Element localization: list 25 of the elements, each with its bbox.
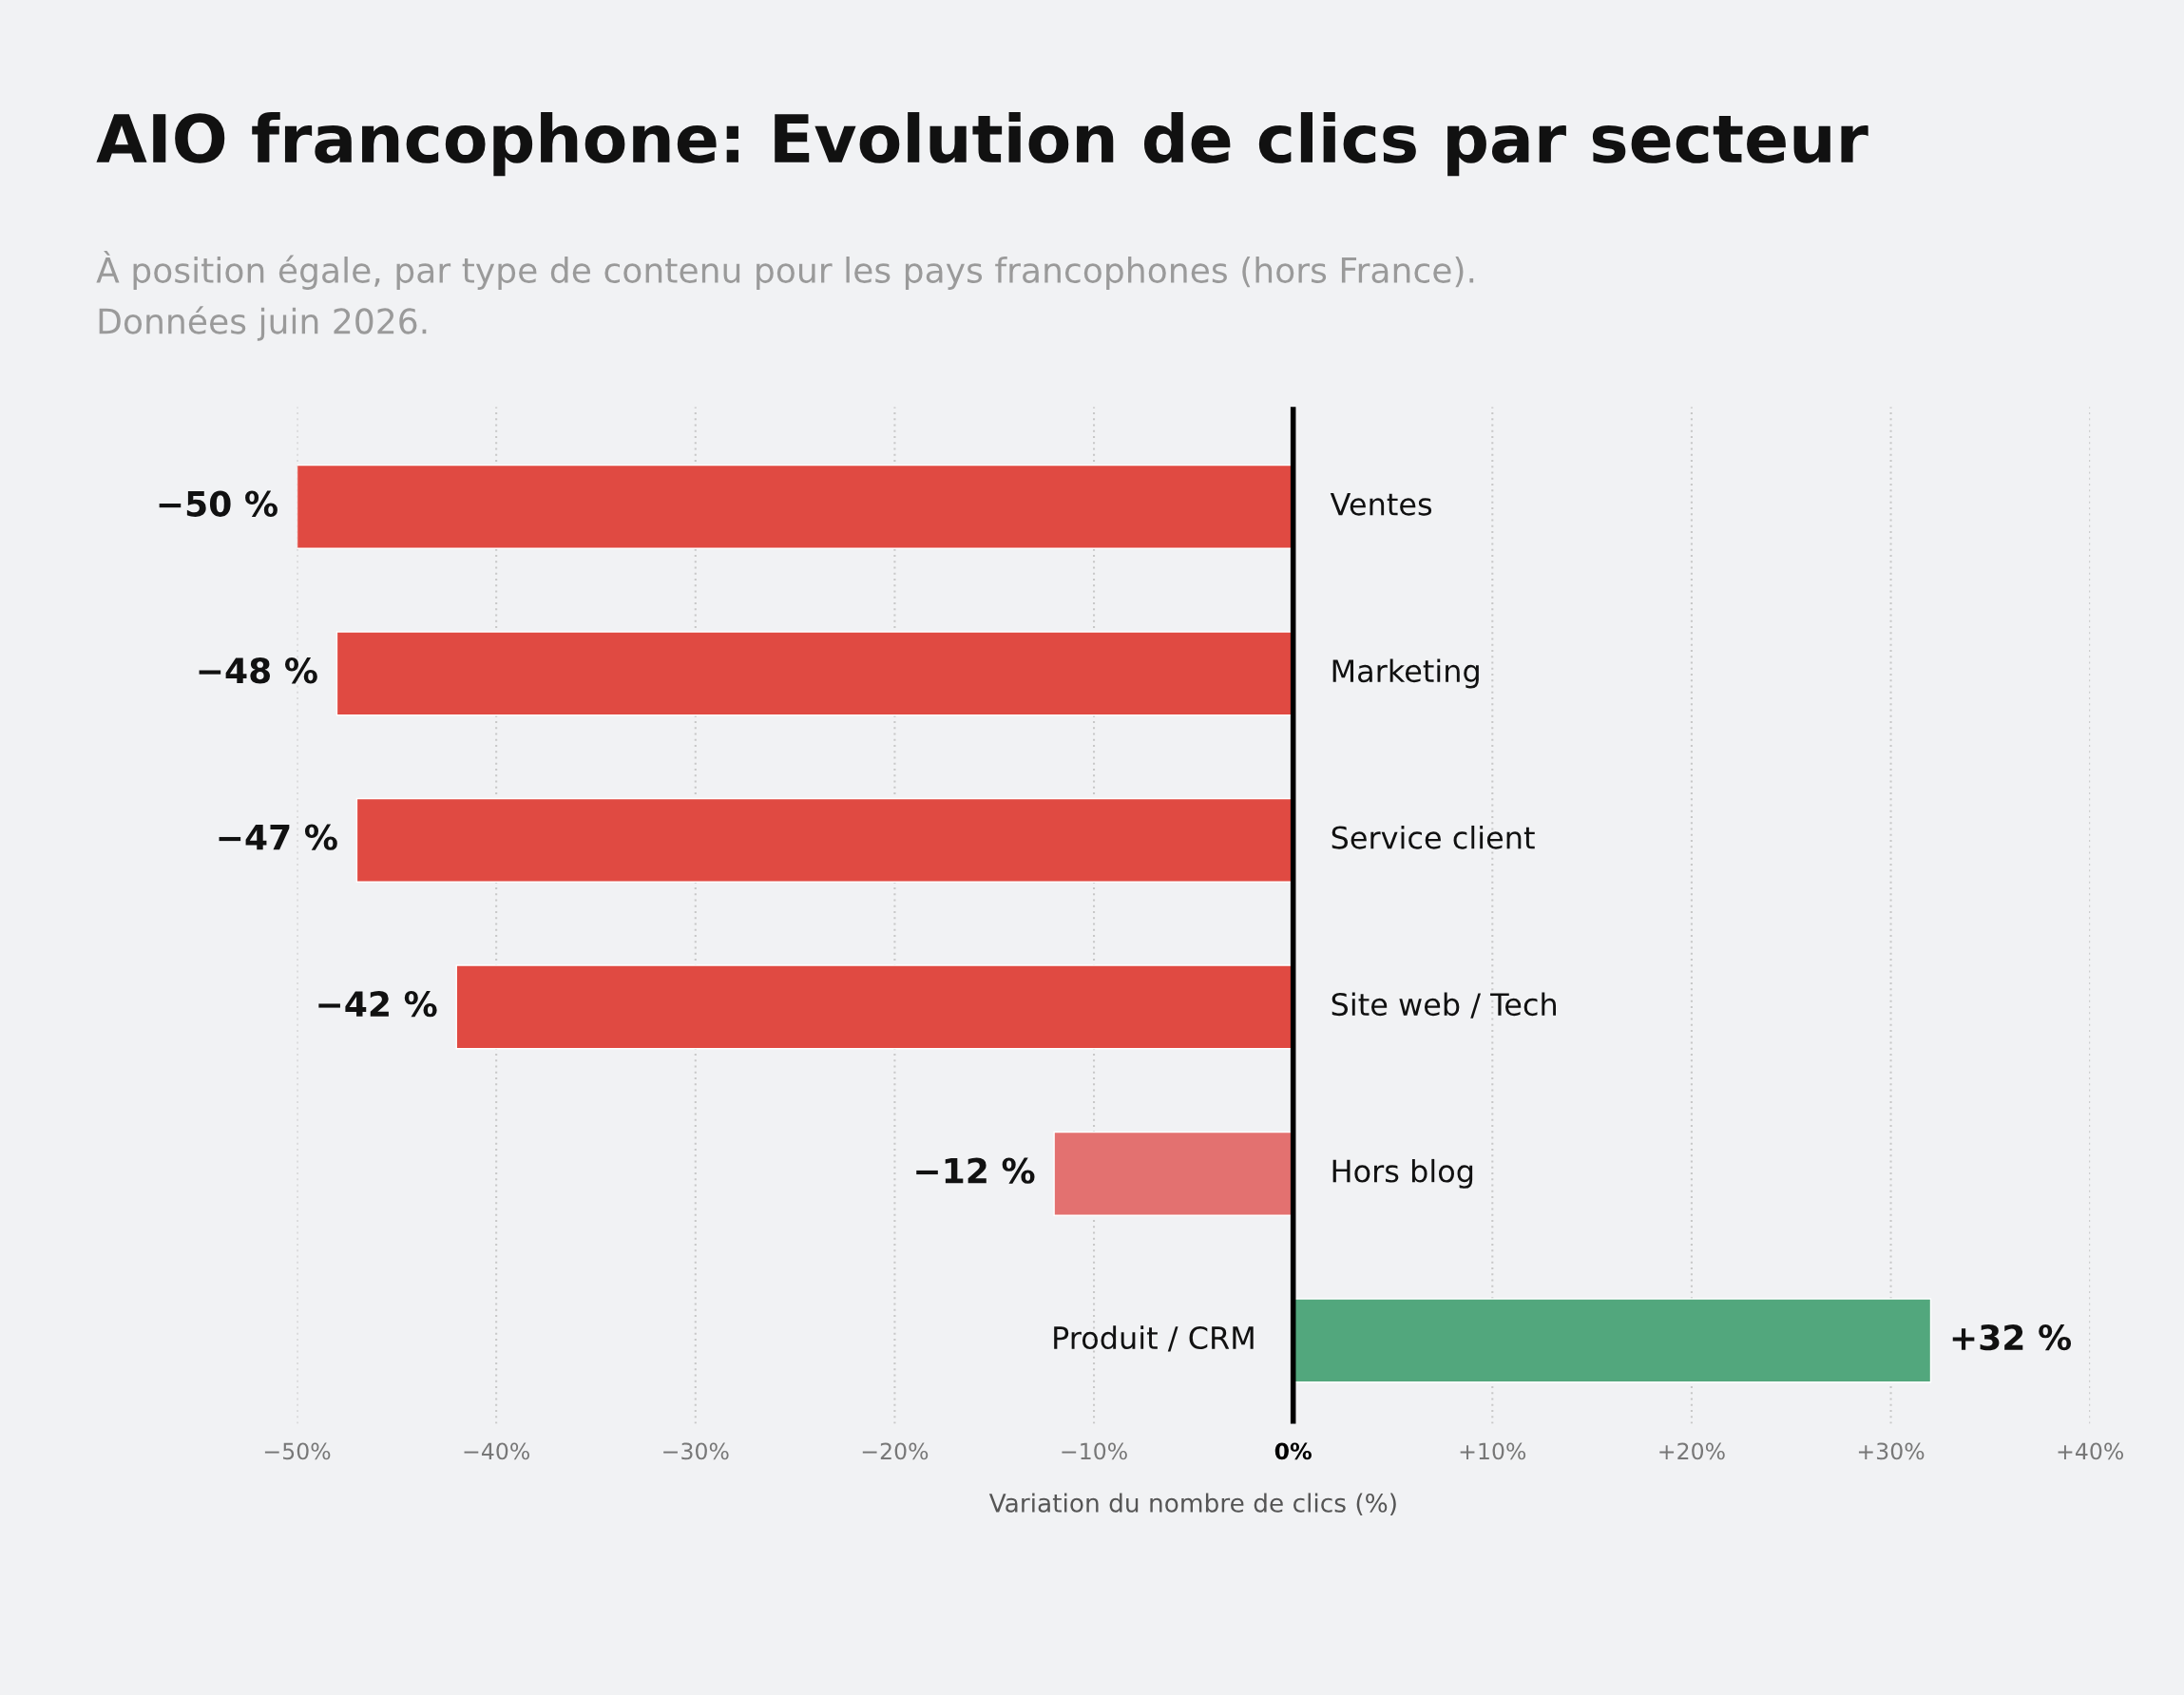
- x-tick-label: +20%: [1659, 1442, 1725, 1460]
- x-tick-label: +30%: [1858, 1442, 1925, 1460]
- data-label: −42 %: [318, 991, 437, 1018]
- y-tick-label: Marketing: [1332, 658, 1479, 689]
- data-label: −47 %: [219, 824, 337, 850]
- x-tick-label: 0%: [1274, 1442, 1312, 1460]
- x-tick-label: −10%: [1062, 1442, 1127, 1460]
- x-tick-label: −30%: [663, 1442, 729, 1460]
- y-tick-label: Site web / Tech: [1331, 992, 1557, 1019]
- y-tick-label: Service client: [1331, 825, 1535, 849]
- data-label: −12 %: [916, 1157, 1035, 1184]
- x-tick-label: +40%: [2058, 1442, 2124, 1460]
- x-tick-label: −40%: [464, 1442, 529, 1460]
- y-tick-label: Ventes: [1330, 492, 1432, 516]
- chart-title: AIO francophone: Evolution de clics par secteur: [96, 112, 1868, 177]
- y-tick-label: Hors blog: [1332, 1158, 1473, 1189]
- data-label: −48 %: [199, 657, 317, 684]
- x-axis-title: Variation du nombre de clics (%): [988, 1493, 1396, 1515]
- data-label: −50 %: [159, 490, 278, 517]
- x-tick-label: +10%: [1460, 1442, 1526, 1460]
- data-label: +32 %: [1952, 1324, 2072, 1351]
- y-tick-label: Produit / CRM: [1054, 1325, 1254, 1352]
- x-tick-label: −20%: [862, 1442, 929, 1460]
- chart-subtitle: À position égale, par type de contenu pour les pays francophones (hors France). Données juin 2026.: [96, 251, 1474, 341]
- x-tick-label: −50%: [264, 1442, 331, 1460]
